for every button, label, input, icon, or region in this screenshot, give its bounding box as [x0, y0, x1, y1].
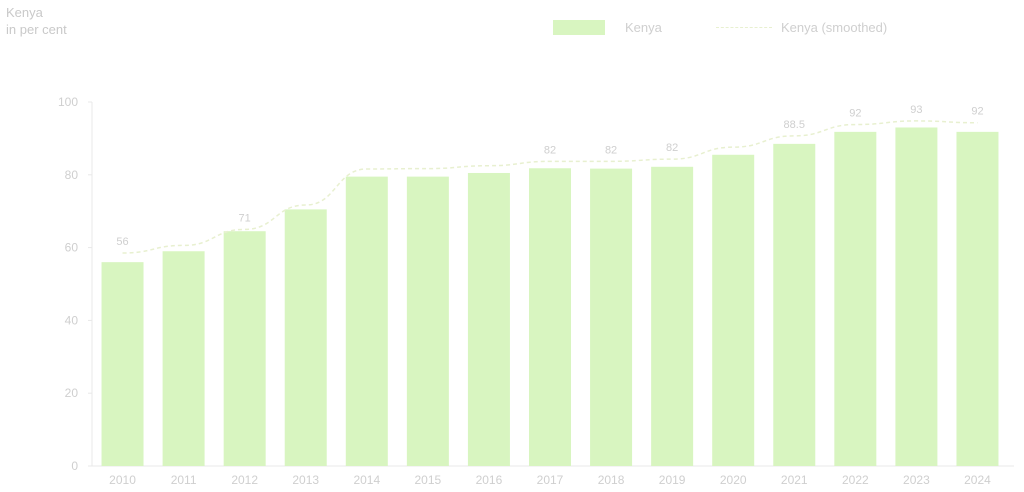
x-tick-label: 2014 — [353, 473, 380, 487]
x-tick-label: 2018 — [598, 473, 625, 487]
data-label: 92 — [971, 106, 983, 118]
bar — [773, 143, 816, 467]
x-tick-label: 2022 — [842, 473, 869, 487]
legend-line-swatch — [716, 27, 772, 28]
x-tick-label: 2015 — [415, 473, 442, 487]
legend-line-label: Kenya (smoothed) — [781, 20, 888, 35]
x-tick-label: 2010 — [109, 473, 136, 487]
x-tick-label: 2023 — [903, 473, 930, 487]
bar — [651, 166, 694, 467]
x-tick-label: 2013 — [292, 473, 319, 487]
chart-title-line1: Kenya — [6, 5, 43, 20]
bars — [101, 127, 999, 467]
data-label: 56 — [116, 236, 128, 248]
bar — [284, 209, 327, 466]
bar — [162, 251, 205, 466]
smoothed-line-path — [122, 120, 978, 254]
bar — [101, 262, 144, 466]
legend-bar-label: Kenya — [625, 20, 662, 35]
chart-title-line2: in per cent — [6, 22, 67, 37]
chart-title: Kenya in per cent — [6, 4, 67, 38]
bar — [834, 131, 877, 466]
y-tick-label: 20 — [65, 386, 79, 400]
data-label: 93 — [910, 104, 922, 116]
x-tick-label: 2020 — [720, 473, 747, 487]
data-labels: 56 71 82 82 82 88.5 92 93 92 — [116, 104, 983, 248]
x-tick-label: 2021 — [781, 473, 808, 487]
x-tick-label: 2011 — [171, 473, 197, 487]
data-label: 82 — [666, 142, 678, 154]
data-label: 82 — [544, 144, 556, 156]
x-tick-label: 2017 — [537, 473, 564, 487]
x-ticks: 2010 2011 2012 2013 2014 2015 2016 2017 2018 2019… — [109, 473, 991, 487]
bar — [345, 176, 388, 466]
bar — [712, 154, 755, 466]
x-tick-label: 2019 — [659, 473, 686, 487]
y-tick-label: 80 — [65, 168, 79, 182]
bar — [406, 176, 449, 466]
bar — [467, 172, 510, 467]
bar — [895, 127, 938, 466]
data-label: 88.5 — [784, 119, 805, 131]
legend: Kenya Kenya (smoothed) — [0, 18, 1024, 38]
data-label: 71 — [239, 212, 251, 224]
legend-bar-swatch — [553, 20, 605, 35]
bar — [590, 168, 633, 466]
x-tick-label: 2012 — [231, 473, 258, 487]
data-label: 92 — [849, 108, 861, 120]
y-tick-label: 0 — [71, 459, 78, 473]
bar — [529, 168, 571, 467]
y-tick-label: 40 — [65, 313, 79, 327]
x-tick-label: 2024 — [964, 473, 991, 487]
y-tick-label: 100 — [58, 95, 78, 109]
smoothed-line — [122, 120, 978, 254]
bar — [223, 231, 266, 466]
data-label: 82 — [605, 144, 617, 156]
x-tick-label: 2016 — [476, 473, 503, 487]
bar — [956, 131, 999, 466]
y-tick-label: 60 — [65, 241, 79, 255]
y-ticks: 0 20 40 60 80 100 — [58, 95, 92, 473]
